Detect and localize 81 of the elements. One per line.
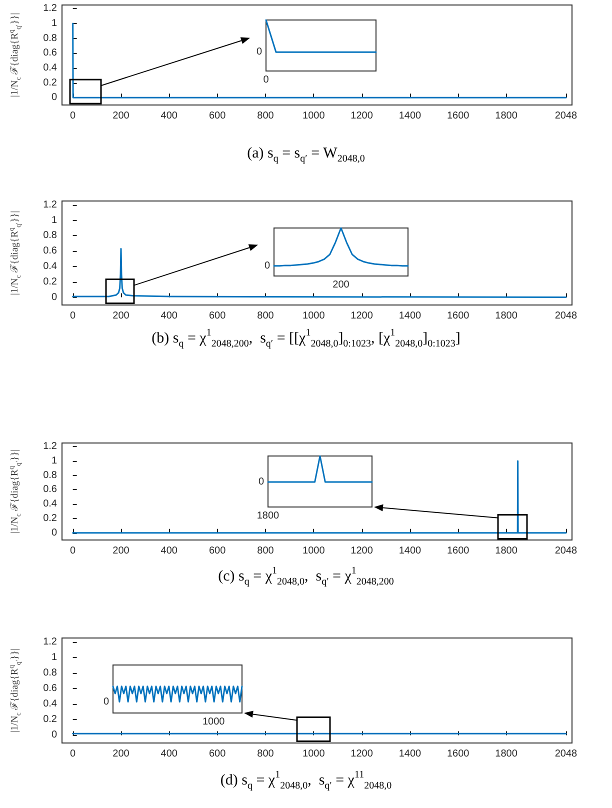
y-tick-label: 0.2 (43, 714, 58, 726)
x-tick-label: 1800 (495, 546, 518, 556)
x-tick-label: 1800 (495, 110, 518, 122)
y-tick-label: 0.6 (43, 48, 58, 59)
y-tick-label: 0 (51, 730, 58, 741)
y-tick-label: 0.8 (43, 668, 58, 678)
x-tick-label: 0 (70, 310, 76, 322)
x-tick-label: 800 (257, 546, 274, 556)
annotation: 0 (263, 74, 270, 86)
x-tick-label: 1800 (495, 310, 518, 322)
x-tick-label: 1200 (350, 748, 374, 760)
y-tick-label: 1 (51, 652, 58, 663)
x-tick-label: 0 (70, 748, 76, 760)
y-tick-label: 0.2 (43, 512, 58, 524)
x-tick-label: 1600 (446, 110, 470, 122)
annotation: 0 (264, 260, 270, 272)
y-tick-label: 1 (51, 18, 58, 30)
y-tick-label: 0 (51, 527, 58, 538)
x-tick-label: 200 (112, 748, 130, 760)
x-tick-label: 400 (160, 310, 178, 322)
y-tick-label: 0.4 (43, 260, 58, 272)
annotation: 1000 (202, 716, 226, 728)
x-tick-label: 200 (112, 310, 130, 322)
y-tick-label: 1 (51, 455, 58, 466)
y-tick-label: 0.2 (43, 276, 58, 288)
y-tick-label: 0 (51, 92, 58, 104)
x-tick-label: 200 (112, 110, 130, 122)
x-tick-label: 1400 (398, 310, 422, 322)
line-series (72, 248, 567, 298)
x-tick-label: 1600 (446, 310, 470, 322)
y-tick-label: 0.8 (43, 470, 58, 481)
x-tick-label: 400 (160, 748, 178, 760)
x-tick-label: 1400 (398, 546, 422, 556)
x-tick-label: 800 (257, 310, 274, 322)
y-tick-label: 1.2 (43, 3, 58, 14)
annotation: 0 (256, 46, 262, 58)
x-tick-label: 600 (208, 546, 226, 556)
y-tick-label: 0.6 (43, 246, 58, 257)
x-tick-label: 2048 (554, 748, 578, 760)
x-tick-label: 1200 (350, 310, 374, 322)
x-tick-label: 400 (160, 546, 178, 556)
x-tick-label: 1800 (495, 748, 518, 760)
x-tick-label: 600 (208, 310, 226, 322)
y-tick-label: 1.2 (43, 199, 58, 210)
y-tick-label: 0.4 (43, 62, 58, 74)
y-tick-label: 0.8 (43, 230, 58, 242)
y-tick-label: 0.4 (43, 698, 58, 710)
x-tick-label: 1400 (398, 748, 422, 760)
y-tick-label: 0.6 (43, 484, 58, 496)
y-tick-label: 0.2 (43, 77, 58, 88)
x-tick-label: 1000 (302, 310, 326, 322)
y-tick-label: 0.6 (43, 683, 58, 694)
annotation: 0 (258, 476, 264, 488)
annotation: 0 (103, 696, 110, 708)
x-tick-label: 800 (257, 110, 274, 122)
x-tick-label: 1200 (350, 546, 374, 556)
x-tick-label: 1200 (350, 110, 374, 122)
annotation: 1800 (256, 510, 280, 522)
x-tick-label: 2048 (554, 110, 578, 122)
x-tick-label: 600 (208, 748, 226, 760)
x-tick-label: 1600 (446, 748, 470, 760)
y-tick-label: 1.2 (43, 636, 58, 648)
x-tick-label: 2048 (554, 546, 578, 556)
x-tick-label: 0 (70, 546, 76, 556)
x-tick-label: 400 (160, 110, 178, 122)
x-tick-label: 800 (257, 748, 274, 760)
y-tick-label: 0.8 (43, 32, 58, 44)
x-tick-label: 200 (112, 546, 130, 556)
x-tick-label: 1400 (398, 110, 422, 122)
x-tick-label: 2048 (554, 310, 578, 322)
x-tick-label: 1000 (302, 110, 326, 122)
y-tick-label: 0 (51, 292, 58, 303)
y-tick-label: 1 (51, 214, 58, 226)
y-tick-label: 1.2 (43, 441, 58, 452)
x-tick-label: 1000 (302, 748, 326, 760)
x-tick-label: 1600 (446, 546, 470, 556)
x-tick-label: 600 (208, 110, 226, 122)
y-tick-label: 0.4 (43, 498, 58, 510)
x-tick-label: 1000 (302, 546, 326, 556)
x-tick-label: 0 (70, 110, 76, 122)
annotation: 200 (332, 280, 350, 290)
